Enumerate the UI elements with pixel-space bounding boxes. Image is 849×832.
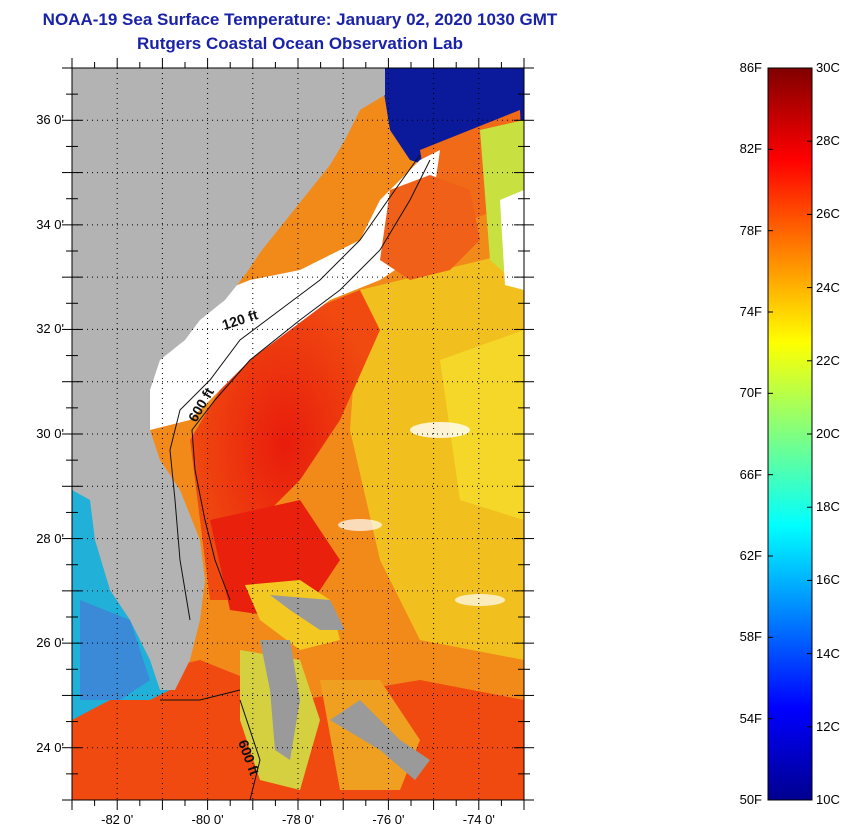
lat-tick-label: 26 0' bbox=[36, 635, 64, 651]
cold-water-north bbox=[380, 68, 524, 170]
colorbar-c-label: 22C bbox=[816, 352, 840, 368]
lat-tick-label: 32 0' bbox=[36, 321, 64, 337]
contour-600ft-bahamas bbox=[239, 699, 261, 800]
cloud-cover-east bbox=[500, 190, 524, 290]
little-bahama-bank bbox=[245, 580, 340, 650]
colorbar-f-label: 54F bbox=[739, 710, 762, 726]
colorbar-f-label: 50F bbox=[739, 792, 762, 807]
lat-tick-label: 36 0' bbox=[36, 112, 64, 128]
lat-tick-label: 24 0' bbox=[36, 739, 64, 755]
lat-tick-label: 28 0' bbox=[36, 530, 64, 546]
lat-tick-label: 30 0' bbox=[36, 426, 64, 441]
contour-600ft bbox=[191, 159, 431, 601]
lon-tick-label: -74 0' bbox=[462, 812, 495, 827]
colorbar-c-label: 14C bbox=[816, 645, 840, 661]
colorbar-c-label: 18C bbox=[816, 499, 840, 515]
colorbar-c-label: 20C bbox=[816, 426, 840, 441]
colorbar-f-label: 86F bbox=[739, 60, 762, 75]
colorbar-f-label: 82F bbox=[739, 141, 762, 157]
colorbar-f-label: 66F bbox=[739, 466, 762, 482]
graticule bbox=[72, 68, 524, 800]
warm-patch-under-cloud bbox=[380, 175, 480, 280]
lon-tick-label: -82 0' bbox=[101, 812, 134, 827]
cloud-streak-3 bbox=[455, 594, 505, 606]
colorbar-c-label: 30C bbox=[816, 60, 840, 75]
mild-water-patch bbox=[440, 330, 524, 520]
colorbar-ticks bbox=[768, 67, 812, 801]
cloud-streak-2 bbox=[338, 519, 382, 531]
colorbar-f-label: 70F bbox=[739, 385, 762, 401]
andros-island bbox=[260, 640, 300, 760]
lat-tick-label: 34 0' bbox=[36, 216, 64, 232]
lon-tick-label: -78 0' bbox=[281, 812, 315, 827]
lon-tick-label: -76 0' bbox=[372, 812, 405, 827]
contour-keys bbox=[160, 689, 241, 701]
colorbar-f-label: 78F bbox=[739, 222, 762, 238]
map-title: NOAA-19 Sea Surface Temperature: January… bbox=[42, 10, 558, 29]
colorbar-f-label: 58F bbox=[739, 629, 762, 645]
colorbar-f-label: 74F bbox=[739, 304, 762, 319]
colorbar bbox=[767, 67, 813, 801]
cold-water-gulf bbox=[80, 600, 150, 700]
cloud-cover-coastal bbox=[140, 150, 440, 430]
colorbar-c-label: 10C bbox=[816, 792, 840, 807]
lon-tick-label: -80 0' bbox=[191, 812, 224, 827]
contour-120ft bbox=[169, 154, 421, 621]
land-southeast-us bbox=[72, 68, 385, 690]
colorbar-c-label: 28C bbox=[816, 133, 840, 149]
colorbar-c-label: 24C bbox=[816, 279, 840, 295]
colorbar-c-label: 26C bbox=[816, 206, 840, 222]
colorbar-c-label: 12C bbox=[816, 718, 840, 734]
cloud-streak-1 bbox=[410, 422, 470, 438]
colorbar-c-label: 16C bbox=[816, 572, 840, 588]
colorbar-f-label: 62F bbox=[739, 548, 762, 563]
axis-ticks bbox=[62, 58, 534, 810]
eleuthera-island bbox=[330, 700, 430, 780]
map-subtitle: Rutgers Coastal Ocean Observation Lab bbox=[137, 34, 463, 53]
grand-bahama-island bbox=[270, 595, 345, 630]
